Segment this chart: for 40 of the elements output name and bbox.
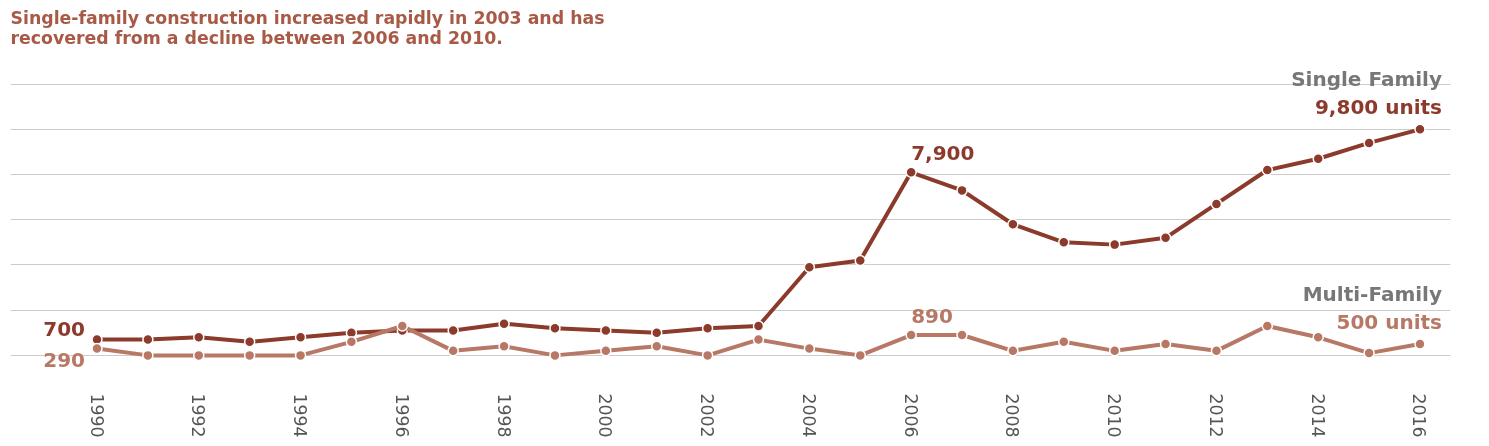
x-tick-label: 2002: [697, 393, 718, 438]
point: [396, 320, 409, 332]
point: [1159, 338, 1172, 350]
point: [1261, 320, 1274, 332]
x-tick-label: 2004: [798, 393, 819, 438]
x-tick-label: 1992: [188, 393, 209, 438]
point: [1007, 345, 1019, 357]
x-tick-label: 2010: [1104, 393, 1125, 438]
x-tick-label: 2014: [1307, 393, 1328, 438]
annotation: 9,800 units: [1314, 95, 1442, 120]
annotation: 7,900: [911, 141, 975, 166]
point: [1261, 164, 1274, 176]
x-tick-label: 2012: [1205, 393, 1226, 438]
point: [1414, 338, 1426, 350]
x-tick-label: 2006: [900, 393, 921, 438]
point: [447, 345, 459, 357]
point: [1108, 345, 1121, 357]
series-label: Single Family: [1291, 67, 1442, 92]
x-tick-label: 1994: [290, 393, 311, 438]
x-tick-label: 2008: [1002, 393, 1023, 438]
annotation: 700: [43, 316, 85, 341]
point: [752, 320, 765, 332]
x-tick-label: 1990: [86, 393, 107, 438]
point: [1363, 347, 1375, 359]
annotation: 290: [43, 347, 85, 372]
point: [1210, 198, 1223, 210]
x-tick-label: 1998: [493, 393, 514, 438]
point: [600, 345, 612, 357]
x-tick-label: 1996: [391, 393, 412, 438]
x-tick-label: 2000: [595, 393, 616, 438]
x-tick-label: 2016: [1409, 393, 1430, 438]
point: [549, 322, 561, 334]
point: [1363, 137, 1375, 149]
point: [1210, 345, 1223, 357]
annotation: 500 units: [1336, 310, 1442, 335]
annotation: 890: [911, 304, 953, 329]
chart-title: Single-family construction increased rapidly in 2003 and has recovered from a decline between 2006 and 2010.: [10, 7, 605, 48]
series-label: Multi-Family: [1302, 282, 1442, 307]
point: [956, 329, 968, 341]
point: [905, 329, 917, 341]
